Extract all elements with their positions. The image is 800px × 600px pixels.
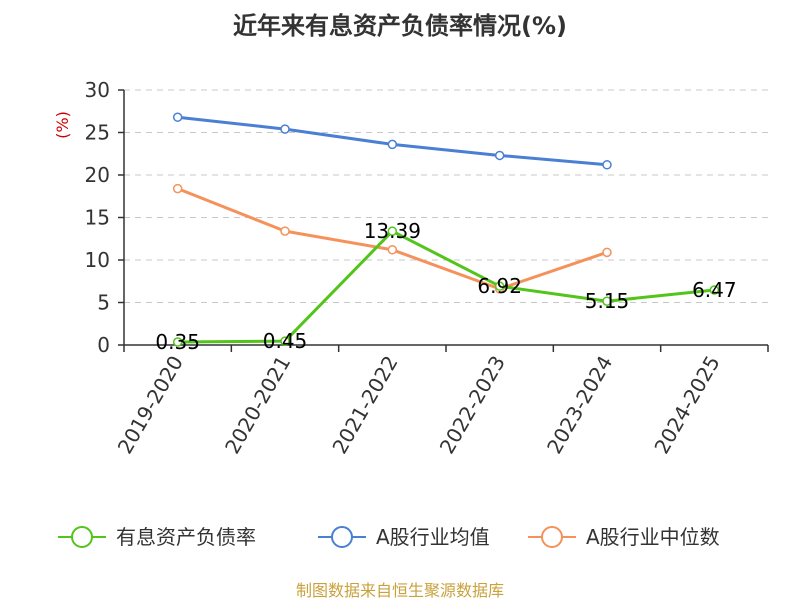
x-tick-label: 2024-2025 xyxy=(649,352,724,458)
y-tick-label: 5 xyxy=(97,291,110,315)
data-point xyxy=(602,247,612,258)
data-point xyxy=(494,281,505,291)
legend-item[interactable]: A股行业均值 xyxy=(318,525,490,549)
axes: 0 5 10 15 20 25 30 2019-2020 2020-2021 2021-2022 2… xyxy=(85,78,769,458)
data-label: 0.35 xyxy=(155,330,200,354)
x-tick-label: 2023-2024 xyxy=(542,352,617,458)
data-label: 6.92 xyxy=(477,274,522,298)
data-point xyxy=(280,226,290,236)
legend-item[interactable]: 有息资产负债率 xyxy=(58,525,256,549)
data-point xyxy=(387,139,398,150)
data-point xyxy=(602,296,612,306)
data-point xyxy=(280,124,290,134)
legend-marker xyxy=(541,526,563,548)
data-label: 0.45 xyxy=(263,329,308,353)
x-tick-label: 2022-2023 xyxy=(435,351,510,457)
data-point xyxy=(709,285,720,295)
x-tick-label: 2020-2021 xyxy=(220,352,295,458)
data-point xyxy=(280,336,290,346)
y-tick-label: 25 xyxy=(85,121,110,145)
legend-label: A股行业中位数 xyxy=(586,525,720,549)
legend-label: 有息资产负债率 xyxy=(116,525,256,549)
data-label: 5.15 xyxy=(585,289,630,313)
y-tick-label: 10 xyxy=(85,248,110,272)
y-tick-label: 0 xyxy=(97,333,110,357)
series-lines xyxy=(172,112,720,347)
data-label: 6.47 xyxy=(692,278,737,302)
data-point xyxy=(387,245,398,255)
data-point xyxy=(172,112,183,122)
y-axis-label: (%) xyxy=(53,111,72,139)
x-tick-label: 2021-2022 xyxy=(327,352,402,458)
data-point xyxy=(172,337,183,347)
data-point xyxy=(602,160,612,170)
series-line xyxy=(177,229,715,344)
y-tick-label: 30 xyxy=(85,78,110,102)
data-labels: 0.35 0.45 13.39 6.92 5.15 6.47 xyxy=(155,219,736,354)
legend-marker xyxy=(71,526,93,548)
y-tick-label: 20 xyxy=(85,163,110,187)
data-point xyxy=(387,226,398,236)
data-label: 13.39 xyxy=(364,219,421,243)
chart-title: 近年来有息资产负债率情况(%) xyxy=(233,12,567,40)
y-tick-label: 15 xyxy=(85,206,110,230)
data-point xyxy=(172,183,183,194)
legend-marker xyxy=(331,526,353,548)
x-tick-label: 2019-2020 xyxy=(113,352,188,458)
legend-item[interactable]: A股行业中位数 xyxy=(528,525,720,549)
legend[interactable]: 有息资产负债率 A股行业均值 A股行业中位数 xyxy=(58,525,720,549)
data-point xyxy=(494,150,505,161)
legend-label: A股行业均值 xyxy=(376,525,490,549)
source-note: 制图数据来自恒生聚源数据库 xyxy=(296,581,504,600)
